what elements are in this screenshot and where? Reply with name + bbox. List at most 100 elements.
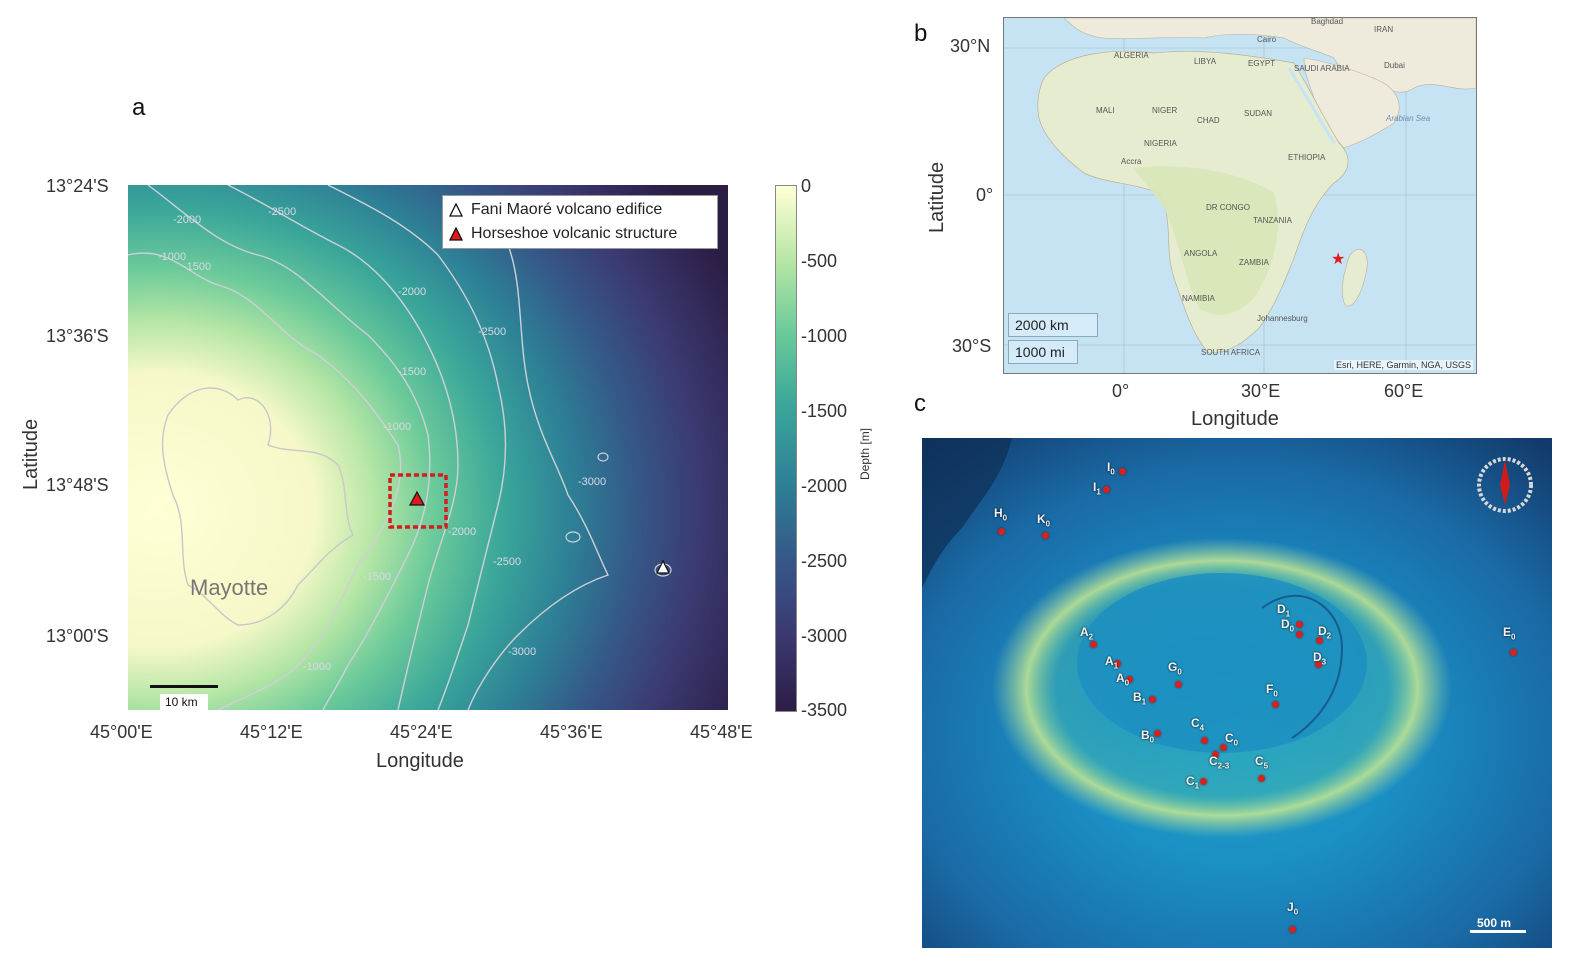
site-marker[interactable] bbox=[1316, 637, 1323, 644]
site-marker[interactable] bbox=[1296, 631, 1303, 638]
site-marker[interactable] bbox=[1126, 676, 1133, 683]
site-label: C1 bbox=[1186, 774, 1200, 791]
place-label: NAMIBIA bbox=[1182, 294, 1216, 303]
contour-label: -2000 bbox=[173, 214, 201, 226]
site-marker[interactable] bbox=[1258, 775, 1265, 782]
panel-c-letter: c bbox=[914, 390, 926, 417]
site-marker[interactable] bbox=[1090, 641, 1097, 648]
site-marker[interactable] bbox=[1510, 649, 1517, 656]
place-label: SAUDI ARABIA bbox=[1294, 64, 1350, 73]
site-label: C4 bbox=[1191, 716, 1205, 733]
site-marker[interactable] bbox=[1175, 681, 1182, 688]
site-marker[interactable] bbox=[1201, 737, 1208, 744]
place-label: DR CONGO bbox=[1206, 203, 1250, 212]
place-label: NIGERIA bbox=[1144, 139, 1178, 148]
contour-label: -2000 bbox=[448, 526, 476, 538]
contour-label: -3000 bbox=[578, 476, 606, 488]
place-label: CHAD bbox=[1197, 116, 1220, 125]
depth-colorbar bbox=[775, 185, 797, 712]
lat-tick: 13°48'S bbox=[46, 475, 109, 495]
site-marker[interactable] bbox=[1296, 621, 1303, 628]
scale-bar bbox=[150, 685, 218, 688]
site-marker[interactable] bbox=[1154, 730, 1161, 737]
site-label: A1 bbox=[1105, 654, 1119, 671]
map-attribution[interactable]: Esri, HERE, Garmin, NGA, USGS bbox=[1333, 360, 1473, 370]
depth-contours bbox=[128, 185, 609, 710]
scale-mi: 1000 mi bbox=[1008, 340, 1078, 364]
lat-tick: 13°36'S bbox=[46, 326, 109, 346]
site-label: F0 bbox=[1266, 682, 1278, 699]
site-marker[interactable] bbox=[1119, 468, 1126, 475]
y-axis-title: Latitude bbox=[20, 418, 42, 490]
x-axis-title: Longitude bbox=[376, 750, 464, 772]
place-label: ETHIOPIA bbox=[1288, 153, 1326, 162]
site-label: G0 bbox=[1168, 660, 1182, 677]
lat-tick: 13°24'S bbox=[46, 176, 109, 196]
site-label: C2-3 bbox=[1209, 754, 1230, 771]
lat-tick: 30°S bbox=[952, 336, 992, 356]
site-label: D3 bbox=[1313, 650, 1327, 667]
lat-tick: 30°N bbox=[950, 36, 991, 56]
lon-tick: 45°12'E bbox=[240, 722, 303, 742]
legend-horseshoe-label: Horseshoe volcanic structure bbox=[471, 225, 678, 242]
contour-label: -1500 bbox=[398, 366, 426, 378]
colorbar-tick: -2000 bbox=[801, 476, 848, 496]
place-label: Accra bbox=[1121, 157, 1142, 166]
site-marker[interactable] bbox=[1315, 661, 1322, 668]
site-marker[interactable] bbox=[1103, 486, 1110, 493]
place-label: IRAN bbox=[1374, 25, 1393, 34]
place-label: SOUTH AFRICA bbox=[1201, 348, 1261, 357]
scale-bar bbox=[1470, 930, 1526, 933]
site-label: D0 bbox=[1281, 617, 1295, 634]
contour-label: -2500 bbox=[268, 206, 296, 218]
north-arrow-icon bbox=[1477, 457, 1533, 513]
contour-1500 bbox=[147, 185, 431, 710]
panel-a-map[interactable]: -2000 -2500 -1000 -1500 -2000 -2500 -150… bbox=[128, 185, 728, 710]
place-label: Johannesburg bbox=[1257, 314, 1308, 323]
horseshoe-marker bbox=[408, 490, 426, 506]
contour-1000 bbox=[128, 252, 402, 710]
place-label: Dubai bbox=[1384, 61, 1405, 70]
colorbar-tick: -3000 bbox=[801, 626, 848, 646]
lon-tick: 45°48'E bbox=[690, 722, 753, 742]
lon-tick: 60°E bbox=[1384, 381, 1424, 401]
place-label: SUDAN bbox=[1244, 109, 1272, 118]
site-label: A2 bbox=[1080, 625, 1094, 642]
site-marker[interactable] bbox=[1220, 744, 1227, 751]
island-label: Mayotte bbox=[190, 575, 268, 600]
site-marker[interactable] bbox=[1114, 660, 1121, 667]
world-map[interactable]: ★ Baghdad IRAN Cairo ALGERIA LIBYA EGYPT… bbox=[1003, 17, 1477, 374]
place-label: Cairo bbox=[1257, 35, 1277, 44]
colorbar-tick: 0 bbox=[801, 176, 812, 196]
place-label: LIBYA bbox=[1194, 57, 1217, 66]
lon-tick: 45°36'E bbox=[540, 722, 603, 742]
map-legend: Fani Maoré volcano edifice Horseshoe vol… bbox=[442, 195, 718, 249]
site-marker[interactable] bbox=[1149, 696, 1156, 703]
contour-label: -2500 bbox=[478, 326, 506, 338]
site-label: A0 bbox=[1116, 671, 1130, 688]
seafloor-3d-map[interactable]: 500 m I0 I1 H0 K0 A2 A1 A0 B1 B0 G0 C4 C0 C2-3 C1 C5 F0… bbox=[922, 438, 1552, 948]
island-outline bbox=[161, 387, 354, 626]
site-marker[interactable] bbox=[1289, 926, 1296, 933]
site-label: H0 bbox=[994, 506, 1008, 523]
site-marker[interactable] bbox=[1042, 532, 1049, 539]
site-marker[interactable] bbox=[1200, 778, 1207, 785]
contour-label: -1000 bbox=[158, 251, 186, 263]
site-marker[interactable] bbox=[998, 528, 1005, 535]
site-label: I0 bbox=[1107, 460, 1115, 477]
lat-tick: 13°00'S bbox=[46, 626, 109, 646]
contour-2500 bbox=[327, 185, 507, 710]
scale-bar-label: 10 km bbox=[165, 695, 198, 709]
place-label: ALGERIA bbox=[1114, 51, 1149, 60]
panel-a-letter: a bbox=[132, 94, 146, 121]
site-label: E0 bbox=[1503, 625, 1516, 642]
bathymetry-map: -2000 -2500 -1000 -1500 -2000 -2500 -150… bbox=[128, 185, 728, 710]
contour-2000 bbox=[227, 185, 459, 710]
lat-tick: 0° bbox=[976, 185, 994, 205]
contour-label: -1000 bbox=[303, 661, 331, 673]
site-marker[interactable] bbox=[1272, 701, 1279, 708]
site-label: I1 bbox=[1093, 480, 1101, 497]
red-triangle-icon bbox=[449, 227, 463, 241]
place-label: MALI bbox=[1096, 106, 1115, 115]
site-marker[interactable] bbox=[1212, 751, 1219, 758]
